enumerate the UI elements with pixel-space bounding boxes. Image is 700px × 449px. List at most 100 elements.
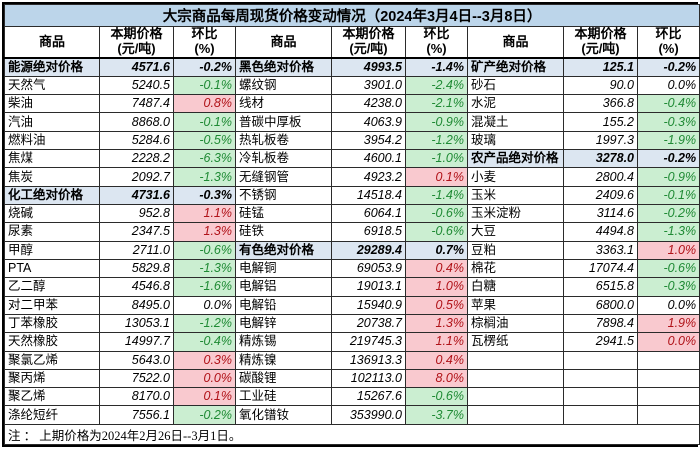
pct-cell: -0.2% <box>173 405 236 425</box>
pct-cell: -0.4% <box>636 94 700 114</box>
price-cell: 155.2 <box>563 112 638 132</box>
commodity-name-cell: 玉米 <box>467 185 564 206</box>
table-row: 丁苯橡胶 13053.1 -1.2% 电解锌 20738.7 1.3% 棕榈油 7898.4 1… <box>4 313 700 334</box>
pct-cell <box>636 387 700 407</box>
commodity-header: 商品 <box>4 26 100 59</box>
price-cell: 13053.1 <box>99 313 174 334</box>
pct-header: 环比 (%) <box>173 26 236 59</box>
commodity-name-cell: 不锈钢 <box>235 185 332 206</box>
price-cell: 2800.4 <box>563 167 638 187</box>
commodity-name-cell: 聚丙烯 <box>4 368 100 389</box>
price-header: 本期价格 (元/吨) <box>331 26 406 59</box>
commodity-name-cell: 普碳中厚板 <box>235 112 332 132</box>
price-cell: 366.8 <box>563 94 638 114</box>
table-row: 甲醇 2711.0 -0.6% 有色绝对价格 29289.4 0.7% 豆粕 3363.1 1.… <box>4 240 700 260</box>
commodity-name-cell: 尿素 <box>4 222 100 242</box>
price-cell: 6918.5 <box>331 222 406 242</box>
commodity-name-cell: 氧化镨钕 <box>235 405 332 425</box>
table-row: 尿素 2347.5 1.3% 硅铁 6918.5 -0.6% 大豆 4494.8 -1.3% <box>4 222 700 242</box>
price-cell: 4546.8 <box>99 277 174 297</box>
table-row: 聚氯乙烯 5643.0 0.3% 精炼镍 136913.3 0.4% <box>4 350 700 370</box>
commodity-name-cell: 甲醇 <box>4 240 100 260</box>
commodity-name-cell: 聚氯乙烯 <box>4 350 100 370</box>
price-cell: 2711.0 <box>99 240 174 260</box>
price-cell: 6800.0 <box>563 295 638 315</box>
commodity-name-cell <box>467 350 564 370</box>
commodity-name-cell: 电解锌 <box>235 313 332 334</box>
pct-cell: 1.3% <box>405 313 468 334</box>
price-cell: 4238.0 <box>331 94 406 114</box>
pct-cell: -0.1% <box>173 75 236 96</box>
pct-cell: -3.7% <box>405 405 468 425</box>
pct-cell: 0.8% <box>173 94 236 114</box>
commodity-name-cell: 对二甲苯 <box>4 295 100 315</box>
price-cell: 69053.9 <box>331 258 406 279</box>
commodity-name-cell: 柴油 <box>4 94 100 114</box>
table-row: 汽油 8868.0 -0.1% 普碳中厚板 4063.9 -0.9% 混凝土 155.2 -0.… <box>4 112 700 132</box>
commodity-name-cell: 玉米淀粉 <box>467 204 564 224</box>
commodity-name-cell: PTA <box>4 258 100 279</box>
pct-cell: -0.2% <box>173 57 236 77</box>
commodity-name-cell: 焦煤 <box>4 149 100 169</box>
pct-cell: 1.9% <box>636 313 700 334</box>
pct-cell: -0.4% <box>173 332 236 352</box>
commodity-name-cell <box>467 387 564 407</box>
table-row: 涤纶短纤 7556.1 -0.2% 氧化镨钕 353990.0 -3.7% <box>4 405 700 425</box>
pct-cell: -0.2% <box>636 57 700 77</box>
commodity-name-cell: 精炼锡 <box>235 332 332 352</box>
commodity-header: 商品 <box>467 26 564 59</box>
commodity-name-cell: 乙二醇 <box>4 277 100 297</box>
price-cell: 4494.8 <box>563 222 638 242</box>
commodity-name-cell: 水泥 <box>467 94 564 114</box>
commodity-name-cell: 聚乙烯 <box>4 387 100 407</box>
table-row: 天然气 5240.5 -0.1% 螺纹钢 3901.0 -2.4% 砂石 90.0 0.0% <box>4 75 700 96</box>
price-cell <box>563 350 638 370</box>
pct-cell: -6.3% <box>173 149 236 169</box>
table-row: 化工绝对价格 4731.6 -0.3% 不锈钢 14518.4 -1.4% 玉米 2409.6… <box>4 185 700 206</box>
price-cell: 20738.7 <box>331 313 406 334</box>
pct-cell: 0.7% <box>405 240 468 260</box>
pct-cell: 0.0% <box>636 295 700 315</box>
pct-cell: -0.2% <box>636 149 700 169</box>
commodity-name-cell: 工业硅 <box>235 387 332 407</box>
pct-cell: -1.2% <box>405 130 468 151</box>
footnote-row: 注 ： 上期价格为2024年2月26日--3月1日。 <box>3 424 700 445</box>
commodity-name-cell: 硅锰 <box>235 204 332 224</box>
pct-cell: -0.6% <box>405 222 468 242</box>
commodity-name-cell: 混凝土 <box>467 112 564 132</box>
pct-cell: 0.1% <box>173 387 236 407</box>
table-row: 乙二醇 4546.8 -1.6% 电解铝 19013.1 1.0% 白糖 6515.8 -0.3… <box>4 277 700 297</box>
price-cell: 102113.0 <box>331 368 406 389</box>
commodity-name-cell: 无缝钢管 <box>235 167 332 187</box>
commodity-name-cell: 砂石 <box>467 75 564 96</box>
commodity-name-cell: 线材 <box>235 94 332 114</box>
price-cell: 4993.5 <box>331 57 406 77</box>
pct-cell: 1.0% <box>405 277 468 297</box>
commodity-name-cell <box>467 368 564 389</box>
price-cell: 5240.5 <box>99 75 174 96</box>
commodity-name-cell: 瓦楞纸 <box>467 332 564 352</box>
commodity-name-cell: 农产品绝对价格 <box>467 149 564 169</box>
price-cell: 2409.6 <box>563 185 638 206</box>
commodity-name-cell: 精炼镍 <box>235 350 332 370</box>
table-row: 柴油 7487.4 0.8% 线材 4238.0 -2.1% 水泥 366.8 -0.4% <box>4 94 700 114</box>
pct-cell: -0.9% <box>636 167 700 187</box>
table-row: 聚乙烯 8170.0 0.1% 工业硅 15267.6 -0.6% <box>4 387 700 407</box>
pct-cell <box>636 405 700 425</box>
price-cell: 8495.0 <box>99 295 174 315</box>
table-title: 大宗商品每周现货价格变动情况（2024年3月4日--3月8日） <box>3 4 700 27</box>
price-cell: 15940.9 <box>331 295 406 315</box>
price-cell: 125.1 <box>563 57 638 77</box>
price-cell <box>563 368 638 389</box>
pct-cell: -1.2% <box>173 313 236 334</box>
commodity-name-cell: 丁苯橡胶 <box>4 313 100 334</box>
pct-cell: 1.3% <box>173 222 236 242</box>
pct-cell: -2.1% <box>405 94 468 114</box>
pct-cell: -0.6% <box>636 258 700 279</box>
pct-cell: -0.2% <box>636 204 700 224</box>
commodity-name-cell: 热轧板卷 <box>235 130 332 151</box>
commodity-name-cell: 化工绝对价格 <box>4 185 100 206</box>
pct-cell: 1.1% <box>173 204 236 224</box>
pct-cell: 0.0% <box>173 368 236 389</box>
